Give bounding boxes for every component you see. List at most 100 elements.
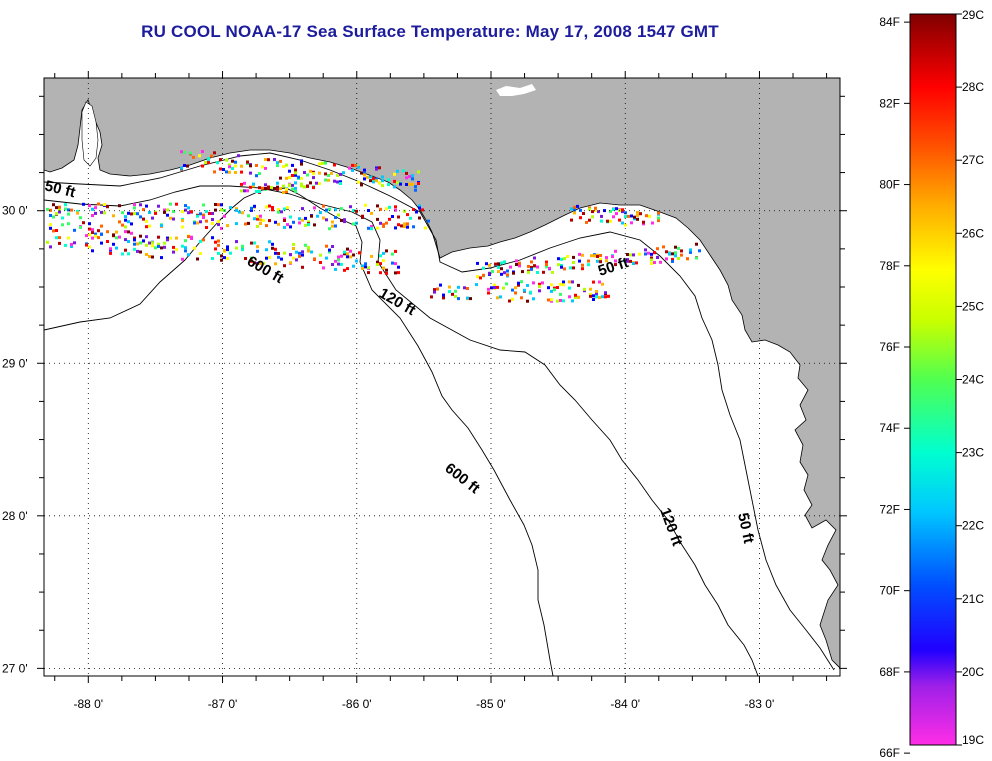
- sst-pixel: [349, 205, 352, 209]
- sst-pixel: [100, 224, 103, 228]
- sst-pixel: [352, 209, 355, 212]
- sst-pixel: [517, 281, 520, 285]
- sst-pixel: [324, 172, 327, 176]
- sst-pixel: [571, 299, 574, 303]
- sst-pixel: [562, 283, 565, 287]
- sst-pixel: [258, 186, 261, 190]
- sst-pixel: [312, 186, 315, 190]
- lon-tick-label: -88 0': [73, 697, 103, 711]
- sst-pixel: [273, 158, 276, 161]
- sst-pixel: [211, 218, 214, 221]
- sst-pixel: [334, 224, 337, 228]
- sst-pixel: [520, 280, 523, 284]
- sst-pixel: [520, 296, 523, 300]
- sst-pixel: [306, 184, 309, 188]
- sst-pixel: [393, 172, 396, 176]
- sst-pixel: [283, 207, 286, 211]
- sst-pixel: [318, 171, 321, 175]
- sst-pixel: [304, 243, 307, 247]
- sst-pixel: [403, 209, 406, 213]
- sst-pixel: [187, 235, 190, 239]
- sst-pixel: [563, 257, 566, 261]
- sst-pixel: [88, 222, 91, 226]
- sst-pixel: [274, 262, 277, 266]
- sst-pixel: [378, 181, 381, 185]
- sst-pixel: [298, 254, 301, 258]
- sst-pixel: [118, 204, 121, 208]
- sst-pixel: [261, 165, 264, 169]
- sst-pixel: [657, 219, 660, 223]
- sst-pixel: [391, 252, 394, 256]
- sst-pixel: [82, 221, 85, 225]
- sst-pixel: [249, 185, 252, 189]
- sst-pixel: [609, 219, 612, 223]
- sst-pixel: [127, 252, 130, 256]
- sst-pixel: [375, 167, 378, 171]
- sst-pixel: [172, 217, 175, 221]
- sst-pixel: [163, 241, 166, 245]
- sst-pixel: [635, 261, 638, 265]
- sst-pixel: [67, 212, 70, 216]
- sst-pixel: [388, 217, 391, 221]
- sst-pixel: [502, 286, 505, 290]
- sst-pixel: [424, 226, 427, 230]
- sst-pixel: [485, 262, 488, 266]
- sst-pixel: [247, 221, 250, 225]
- colorbar-f-label: 80F: [879, 178, 900, 192]
- sst-pixel: [372, 177, 375, 180]
- sst-pixel: [163, 210, 166, 214]
- sst-pixel: [518, 261, 521, 265]
- sst-pixel: [115, 236, 118, 240]
- sst-pixel: [124, 215, 127, 219]
- sst-pixel: [403, 222, 406, 226]
- sst-pixel: [382, 251, 385, 255]
- sst-pixel: [509, 265, 512, 269]
- sst-pixel: [542, 270, 545, 274]
- sst-pixel: [343, 252, 346, 256]
- sst-pixel: [533, 256, 536, 260]
- sst-pixel: [64, 203, 67, 207]
- sst-pixel: [400, 224, 403, 228]
- sst-pixel: [632, 253, 635, 257]
- sst-pixel: [163, 245, 166, 249]
- sst-pixel: [124, 225, 127, 229]
- sst-pixel: [264, 183, 267, 187]
- sst-pixel: [418, 204, 421, 208]
- sst-pixel: [202, 213, 205, 217]
- sst-pixel: [500, 261, 503, 265]
- sst-pixel: [360, 171, 363, 175]
- sst-pixel: [499, 295, 502, 299]
- sst-pixel: [346, 255, 349, 259]
- sst-pixel: [304, 216, 307, 220]
- sst-pixel: [88, 245, 91, 249]
- lat-tick-label: 29 0': [2, 356, 28, 370]
- sst-pixel: [288, 169, 291, 173]
- sst-pixel: [118, 235, 121, 239]
- sst-pixel: [387, 178, 390, 182]
- sst-pixel: [325, 256, 328, 260]
- sst-pixel: [433, 290, 436, 294]
- sst-pixel: [133, 236, 136, 240]
- sst-pixel: [277, 210, 280, 214]
- sst-pixel: [645, 214, 648, 218]
- sst-pixel: [548, 266, 551, 270]
- sst-pixel: [412, 225, 415, 229]
- sst-pixel: [653, 261, 656, 264]
- sst-pixel: [328, 248, 331, 252]
- sst-pixel: [58, 210, 61, 214]
- sst-pixel: [268, 219, 271, 223]
- sst-pixel: [366, 175, 369, 179]
- sst-pixel: [605, 256, 608, 260]
- sst-pixel: [226, 224, 229, 228]
- sst-pixel: [130, 231, 133, 235]
- sst-pixel: [213, 170, 216, 174]
- sst-pixel: [376, 217, 379, 221]
- sst-pixel: [183, 150, 186, 154]
- sst-pixel: [593, 254, 596, 258]
- colorbar-f-label: 76F: [879, 340, 900, 354]
- sst-pixel: [325, 208, 328, 212]
- sst-pixel: [536, 265, 539, 269]
- sst-pixel: [240, 189, 243, 193]
- colorbar-f-label: 74F: [879, 421, 900, 435]
- sst-pixel: [411, 182, 414, 186]
